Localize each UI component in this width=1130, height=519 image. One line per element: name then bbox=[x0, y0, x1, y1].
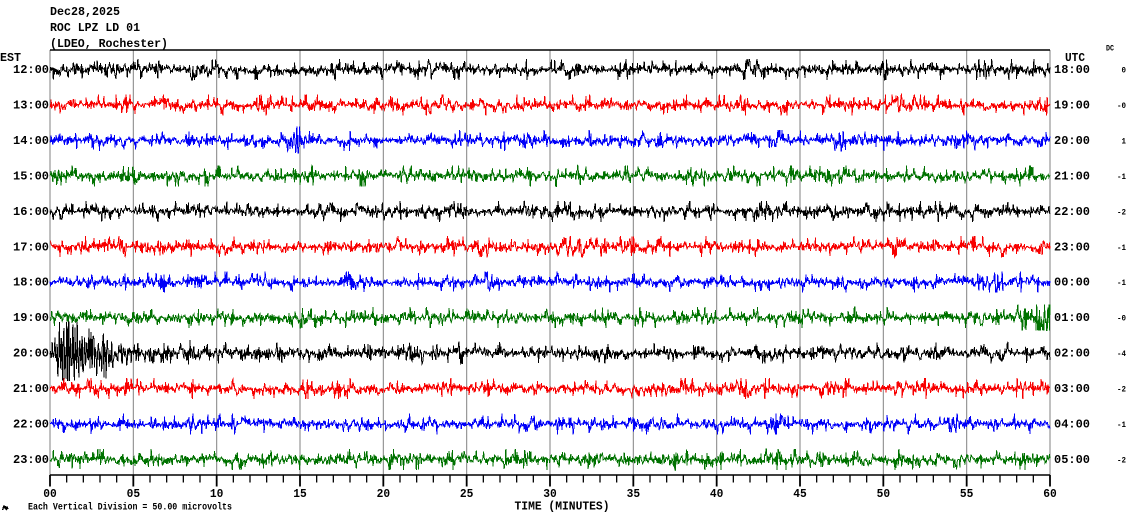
svg-text:22:00: 22:00 bbox=[13, 418, 49, 432]
svg-text:15:00: 15:00 bbox=[13, 169, 49, 183]
svg-text:17:00: 17:00 bbox=[13, 240, 49, 254]
svg-text:-1: -1 bbox=[1117, 244, 1126, 253]
svg-text:01:00: 01:00 bbox=[1054, 311, 1090, 325]
svg-text:12:00: 12:00 bbox=[13, 63, 49, 77]
svg-text:18:00: 18:00 bbox=[1054, 63, 1090, 77]
svg-text:20: 20 bbox=[377, 487, 391, 501]
svg-text:15: 15 bbox=[293, 487, 307, 501]
svg-text:-1: -1 bbox=[1117, 421, 1126, 430]
svg-text:45: 45 bbox=[793, 487, 807, 501]
svg-text:16:00: 16:00 bbox=[13, 205, 49, 219]
svg-text:-2: -2 bbox=[1117, 456, 1126, 465]
svg-text:00: 00 bbox=[43, 487, 57, 501]
svg-text:-0: -0 bbox=[1117, 315, 1126, 324]
svg-text:TIME (MINUTES): TIME (MINUTES) bbox=[515, 499, 610, 513]
svg-text:20:00: 20:00 bbox=[13, 347, 49, 361]
svg-text:00:00: 00:00 bbox=[1054, 276, 1090, 290]
svg-text:23:00: 23:00 bbox=[1054, 240, 1090, 254]
svg-text:20:00: 20:00 bbox=[1054, 134, 1090, 148]
svg-text:-0: -0 bbox=[1117, 102, 1126, 111]
svg-text:50: 50 bbox=[877, 487, 891, 501]
svg-text:19:00: 19:00 bbox=[13, 311, 49, 325]
svg-text:Each Vertical Division = 50.: Each Vertical Division = 50.00 microvolt… bbox=[28, 501, 232, 513]
svg-text:02:00: 02:00 bbox=[1054, 347, 1090, 361]
svg-text:18:00: 18:00 bbox=[13, 276, 49, 290]
svg-text:-2: -2 bbox=[1117, 386, 1126, 395]
svg-text:60: 60 bbox=[1043, 487, 1057, 501]
svg-text:-1: -1 bbox=[1117, 173, 1126, 182]
svg-text:-4: -4 bbox=[1117, 350, 1126, 359]
svg-text:ROC LPZ LD 01: ROC LPZ LD 01 bbox=[50, 21, 140, 35]
svg-text:21:00: 21:00 bbox=[13, 382, 49, 396]
svg-text:EST: EST bbox=[0, 51, 21, 65]
svg-text:14:00: 14:00 bbox=[13, 134, 49, 148]
svg-text:1: 1 bbox=[1122, 137, 1127, 146]
svg-text:-2: -2 bbox=[1117, 208, 1126, 217]
svg-text:DC: DC bbox=[1106, 45, 1114, 54]
svg-text:22:00: 22:00 bbox=[1054, 205, 1090, 219]
svg-text:Dec28,2025: Dec28,2025 bbox=[50, 5, 120, 19]
svg-text:-1: -1 bbox=[1117, 279, 1126, 288]
svg-text:13:00: 13:00 bbox=[13, 98, 49, 112]
svg-text:05: 05 bbox=[127, 487, 141, 501]
svg-text:04:00: 04:00 bbox=[1054, 418, 1090, 432]
svg-text:21:00: 21:00 bbox=[1054, 169, 1090, 183]
svg-text:55: 55 bbox=[960, 487, 974, 501]
svg-text:35: 35 bbox=[627, 487, 641, 501]
svg-text:0: 0 bbox=[1122, 67, 1127, 76]
svg-text:23:00: 23:00 bbox=[13, 453, 49, 467]
svg-text:30: 30 bbox=[543, 487, 557, 501]
svg-text:10: 10 bbox=[210, 487, 224, 501]
svg-text:(LDEO, Rochester): (LDEO, Rochester) bbox=[50, 37, 168, 51]
svg-text:03:00: 03:00 bbox=[1054, 382, 1090, 396]
svg-text:19:00: 19:00 bbox=[1054, 98, 1090, 112]
svg-text:05:00: 05:00 bbox=[1054, 453, 1090, 467]
svg-text:UTC: UTC bbox=[1065, 51, 1085, 65]
svg-text:25: 25 bbox=[460, 487, 474, 501]
svg-text:40: 40 bbox=[710, 487, 724, 501]
